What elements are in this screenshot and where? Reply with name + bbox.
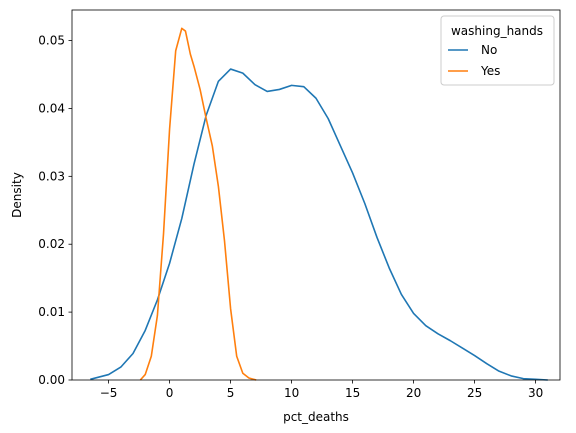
y-axis-ticks: 0.00 0.01 0.02 0.03 0.04 0.05 — [38, 34, 72, 387]
y-tick-label: 0.05 — [38, 34, 65, 48]
x-tick-label: −5 — [100, 386, 118, 400]
x-tick-label: 25 — [467, 386, 482, 400]
plot-area — [71, 9, 561, 381]
x-tick-label: 10 — [284, 386, 299, 400]
series-layer — [90, 27, 548, 381]
legend-label-yes: Yes — [480, 64, 500, 78]
x-tick-label: 30 — [528, 386, 543, 400]
y-tick-label: 0.02 — [38, 237, 65, 251]
x-tick-label: 0 — [166, 386, 174, 400]
series-line-yes — [139, 27, 257, 381]
series-line-no — [90, 68, 548, 381]
legend-label-no: No — [481, 43, 497, 57]
x-tick-label: 5 — [227, 386, 235, 400]
legend-frame — [440, 15, 555, 86]
x-axis-ticks: −5 0 5 10 15 20 25 30 — [100, 380, 543, 400]
y-axis-title: Density — [10, 172, 24, 218]
legend-title: washing_hands — [451, 24, 543, 38]
y-tick-label: 0.04 — [38, 101, 65, 115]
y-tick-label: 0.03 — [38, 169, 65, 183]
x-axis-title: pct_deaths — [283, 410, 349, 424]
x-tick-label: 20 — [406, 386, 421, 400]
legend: washing_hands No Yes — [440, 15, 555, 86]
axes-frame — [71, 9, 561, 381]
x-tick-label: 15 — [345, 386, 360, 400]
y-tick-label: 0.01 — [38, 305, 65, 319]
y-tick-label: 0.00 — [38, 373, 65, 387]
